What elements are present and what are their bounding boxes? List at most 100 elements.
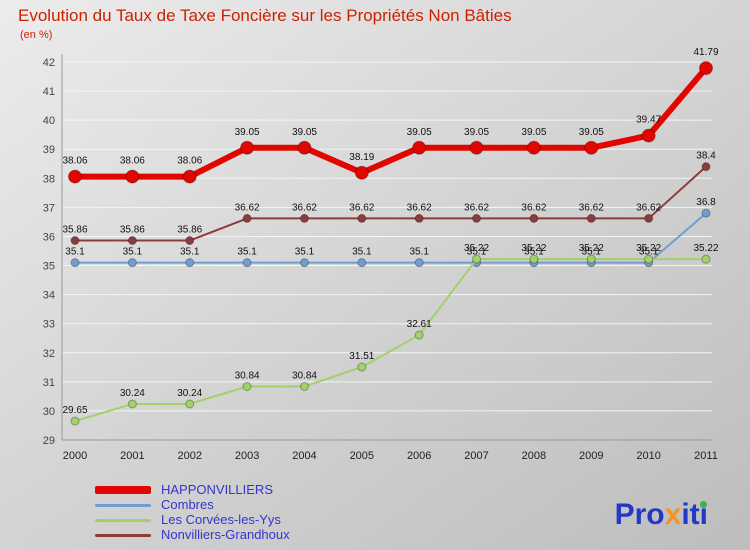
legend-item-Les Corvées-les-Yys: Les Corvées-les-Yys bbox=[95, 513, 290, 527]
value-label-Les Corvées-les-Yys: 29.65 bbox=[62, 405, 87, 416]
data-point-Combres bbox=[414, 258, 424, 268]
logo-text-x: x bbox=[664, 498, 682, 531]
data-point-Nonvilliers-Grandhoux bbox=[472, 213, 482, 223]
data-point-Les Corvées-les-Yys bbox=[414, 330, 424, 340]
value-label-Nonvilliers-Grandhoux: 38.4 bbox=[696, 151, 716, 162]
value-label-Les Corvées-les-Yys: 32.61 bbox=[407, 319, 432, 330]
value-label-Combres: 35.1 bbox=[237, 247, 257, 258]
value-label-Les Corvées-les-Yys: 35.22 bbox=[579, 243, 604, 254]
value-label-HAPPONVILLIERS: 39.05 bbox=[579, 127, 604, 138]
logo-text-pro: Pro bbox=[614, 498, 665, 531]
x-tick-label: 2009 bbox=[579, 450, 603, 462]
value-label-Combres: 36.8 bbox=[696, 197, 716, 208]
data-point-HAPPONVILLIERS bbox=[469, 140, 484, 155]
legend-label: Combres bbox=[161, 497, 214, 512]
x-tick-label: 2010 bbox=[636, 450, 660, 462]
legend-swatch bbox=[95, 533, 151, 537]
data-point-HAPPONVILLIERS bbox=[182, 169, 197, 184]
data-point-Nonvilliers-Grandhoux bbox=[299, 213, 309, 223]
value-label-Combres: 35.1 bbox=[467, 247, 487, 258]
x-tick-label: 2000 bbox=[63, 450, 87, 462]
value-label-Combres: 35.1 bbox=[295, 247, 315, 258]
data-point-Les Corvées-les-Yys bbox=[357, 362, 367, 372]
value-label-HAPPONVILLIERS: 38.19 bbox=[349, 152, 374, 163]
y-tick-label: 32 bbox=[43, 348, 55, 360]
y-tick-label: 36 bbox=[43, 231, 55, 243]
data-point-Les Corvées-les-Yys bbox=[644, 254, 654, 264]
data-point-Nonvilliers-Grandhoux bbox=[127, 236, 137, 246]
legend-item-Combres: Combres bbox=[95, 498, 290, 512]
data-point-Les Corvées-les-Yys bbox=[70, 416, 80, 426]
data-point-Combres bbox=[242, 258, 252, 268]
value-label-HAPPONVILLIERS: 38.06 bbox=[177, 156, 202, 167]
y-tick-label: 39 bbox=[43, 144, 55, 156]
value-label-Nonvilliers-Grandhoux: 36.62 bbox=[235, 202, 260, 213]
value-label-Les Corvées-les-Yys: 35.22 bbox=[693, 243, 718, 254]
value-label-Nonvilliers-Grandhoux: 36.62 bbox=[407, 202, 432, 213]
data-point-Nonvilliers-Grandhoux bbox=[185, 236, 195, 246]
legend-label: Nonvilliers-Grandhoux bbox=[161, 527, 290, 542]
y-tick-label: 41 bbox=[43, 86, 55, 98]
x-tick-label: 2001 bbox=[120, 450, 144, 462]
series-line-Combres bbox=[74, 212, 707, 264]
y-tick-label: 37 bbox=[43, 202, 55, 214]
y-tick-label: 31 bbox=[43, 377, 55, 389]
x-tick-label: 2005 bbox=[350, 450, 374, 462]
value-label-Combres: 35.1 bbox=[180, 247, 200, 258]
value-label-Nonvilliers-Grandhoux: 35.86 bbox=[177, 225, 202, 236]
data-point-HAPPONVILLIERS bbox=[354, 165, 369, 180]
legend-swatch bbox=[95, 486, 151, 494]
data-point-Nonvilliers-Grandhoux bbox=[70, 236, 80, 246]
y-tick-label: 29 bbox=[43, 435, 55, 447]
data-point-Les Corvées-les-Yys bbox=[472, 254, 482, 264]
logo-text-iti-wrap: iti bbox=[681, 498, 708, 532]
value-label-Combres: 35.1 bbox=[582, 247, 602, 258]
legend-swatch bbox=[95, 503, 151, 507]
data-point-Combres bbox=[701, 208, 711, 218]
value-label-HAPPONVILLIERS: 39.05 bbox=[407, 127, 432, 138]
value-label-HAPPONVILLIERS: 39.05 bbox=[521, 127, 546, 138]
y-tick-label: 33 bbox=[43, 319, 55, 331]
value-label-Nonvilliers-Grandhoux: 35.86 bbox=[62, 225, 87, 236]
data-point-Nonvilliers-Grandhoux bbox=[529, 213, 539, 223]
data-point-HAPPONVILLIERS bbox=[699, 61, 713, 76]
data-point-Les Corvées-les-Yys bbox=[185, 399, 195, 409]
y-tick-label: 30 bbox=[43, 406, 55, 418]
data-point-HAPPONVILLIERS bbox=[297, 140, 312, 155]
data-point-Combres bbox=[70, 258, 80, 268]
proxiti-logo: Proxiti bbox=[615, 498, 708, 532]
series-line-Nonvilliers-Grandhoux bbox=[74, 165, 707, 242]
value-label-Combres: 35.1 bbox=[409, 247, 429, 258]
value-label-Combres: 35.1 bbox=[639, 247, 659, 258]
x-tick-label: 2007 bbox=[464, 450, 488, 462]
value-label-HAPPONVILLIERS: 38.06 bbox=[62, 156, 87, 167]
x-tick-label: 2008 bbox=[522, 450, 546, 462]
data-point-Les Corvées-les-Yys bbox=[701, 254, 711, 264]
value-label-Les Corvées-les-Yys: 30.84 bbox=[292, 370, 317, 381]
data-point-Combres bbox=[185, 258, 195, 268]
value-label-Les Corvées-les-Yys: 35.22 bbox=[636, 243, 661, 254]
data-point-Les Corvées-les-Yys bbox=[242, 381, 252, 391]
y-tick-label: 35 bbox=[43, 261, 55, 273]
value-label-Nonvilliers-Grandhoux: 35.86 bbox=[120, 225, 145, 236]
x-tick-label: 2004 bbox=[292, 450, 316, 462]
value-label-Les Corvées-les-Yys: 31.51 bbox=[349, 351, 374, 362]
data-point-HAPPONVILLIERS bbox=[125, 169, 140, 184]
y-tick-label: 38 bbox=[43, 173, 55, 185]
x-tick-label: 2003 bbox=[235, 450, 259, 462]
legend-label: HAPPONVILLIERS bbox=[161, 482, 273, 497]
data-point-Nonvilliers-Grandhoux bbox=[586, 213, 596, 223]
value-label-HAPPONVILLIERS: 39.05 bbox=[235, 127, 260, 138]
value-label-HAPPONVILLIERS: 39.05 bbox=[292, 127, 317, 138]
legend-item-HAPPONVILLIERS: HAPPONVILLIERS bbox=[95, 483, 290, 497]
value-label-Les Corvées-les-Yys: 35.22 bbox=[521, 243, 546, 254]
x-tick-label: 2002 bbox=[177, 450, 201, 462]
data-point-HAPPONVILLIERS bbox=[584, 140, 599, 155]
data-point-Nonvilliers-Grandhoux bbox=[701, 162, 711, 172]
value-label-Nonvilliers-Grandhoux: 36.62 bbox=[636, 202, 661, 213]
data-point-HAPPONVILLIERS bbox=[240, 140, 255, 155]
series-line-Les Corvées-les-Yys bbox=[74, 258, 707, 423]
chart-legend: HAPPONVILLIERS Combres Les Corvées-les-Yys… bbox=[95, 483, 290, 543]
x-tick-label: 2006 bbox=[407, 450, 431, 462]
